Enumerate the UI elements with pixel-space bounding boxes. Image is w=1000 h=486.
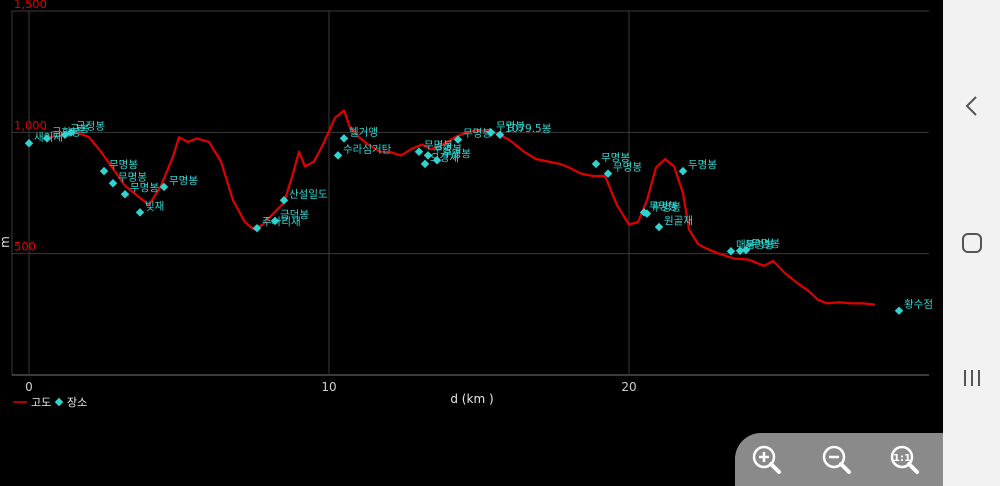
- place-label: 두명봉: [688, 159, 717, 171]
- place-label: 무명봉: [601, 152, 630, 164]
- place-label: 무명봉: [109, 159, 138, 171]
- place-marker[interactable]: [270, 216, 280, 226]
- place-marker[interactable]: [135, 208, 145, 217]
- place-marker[interactable]: [108, 179, 118, 188]
- place-label: 구봉: [70, 123, 90, 135]
- place-marker[interactable]: [420, 159, 430, 169]
- place-label: 금정봉: [76, 120, 105, 132]
- zoom-out-icon[interactable]: [817, 440, 857, 480]
- place-label: 무명봉: [652, 202, 681, 214]
- place-label: 무명봉: [613, 162, 642, 174]
- place-label: 무명봉: [745, 239, 774, 251]
- legend-place-label: 장소: [67, 396, 87, 409]
- place-label: 무명봉: [130, 182, 159, 194]
- place-label: 무명봉: [751, 238, 780, 250]
- elevation-series-line: [49, 109, 876, 306]
- zoom-reset-icon[interactable]: 1:1: [885, 440, 925, 480]
- place-marker[interactable]: [339, 134, 349, 143]
- place-marker[interactable]: [591, 159, 601, 169]
- place-label: 헬거앵: [349, 126, 378, 138]
- y-tick-label: 1,000: [14, 118, 47, 132]
- place-marker[interactable]: [333, 151, 343, 160]
- place-marker[interactable]: [486, 128, 496, 137]
- place-marker[interactable]: [279, 196, 289, 205]
- x-axis-label: d (km ): [450, 392, 493, 406]
- svg-text:1:1: 1:1: [893, 453, 911, 464]
- back-chevron-icon[interactable]: [943, 76, 1000, 136]
- home-icon[interactable]: [943, 213, 1000, 273]
- place-marker[interactable]: [252, 223, 262, 233]
- place-label: 무명봉: [649, 200, 678, 212]
- zoom-controls: 1:1: [735, 433, 943, 486]
- place-label: 무명봉: [424, 140, 453, 152]
- place-label: 주사리재: [262, 216, 301, 228]
- legend-place-swatch: [54, 397, 64, 407]
- legend-elevation-label: 고도: [31, 396, 51, 409]
- system-navigation-bar: [943, 0, 1000, 486]
- y-tick-label: 500: [14, 240, 36, 254]
- place-marker[interactable]: [453, 135, 463, 144]
- place-marker[interactable]: [423, 151, 433, 160]
- place-label: 수라심거탄: [343, 143, 392, 155]
- x-tick-label: 0: [25, 380, 33, 394]
- place-marker[interactable]: [66, 128, 76, 137]
- place-marker[interactable]: [414, 147, 424, 156]
- place-marker[interactable]: [432, 155, 442, 165]
- place-marker[interactable]: [495, 130, 505, 140]
- place-marker[interactable]: [99, 166, 109, 176]
- place-marker[interactable]: [654, 222, 664, 232]
- x-tick-label: 10: [321, 380, 336, 394]
- place-marker[interactable]: [24, 139, 34, 148]
- place-label: 황수점: [904, 299, 933, 311]
- place-label: 무명봉: [118, 171, 147, 183]
- place-label: 산설일도: [289, 187, 328, 200]
- place-marker[interactable]: [159, 182, 169, 192]
- x-tick-label: 20: [621, 380, 636, 394]
- place-label: 무명봉: [496, 120, 525, 132]
- place-marker[interactable]: [42, 134, 52, 143]
- recents-icon[interactable]: [943, 348, 1000, 408]
- place-marker[interactable]: [678, 166, 688, 176]
- y-axis-label: m: [0, 236, 12, 248]
- place-label: 무명봉: [169, 175, 198, 187]
- place-label: 빛재: [145, 200, 164, 212]
- place-label: 무명봉: [433, 143, 462, 155]
- zoom-in-icon[interactable]: [747, 440, 787, 480]
- place-label: 원골재: [664, 215, 693, 227]
- place-label: 금덕봉: [280, 209, 309, 221]
- place-label: 무명봉: [442, 148, 471, 160]
- y-tick-label: 1,500: [14, 0, 47, 11]
- place-marker[interactable]: [120, 189, 130, 199]
- place-label: 무명봉: [463, 128, 492, 140]
- place-marker[interactable]: [894, 306, 904, 315]
- place-label: 1079.5봉: [505, 123, 552, 135]
- place-marker[interactable]: [726, 246, 736, 256]
